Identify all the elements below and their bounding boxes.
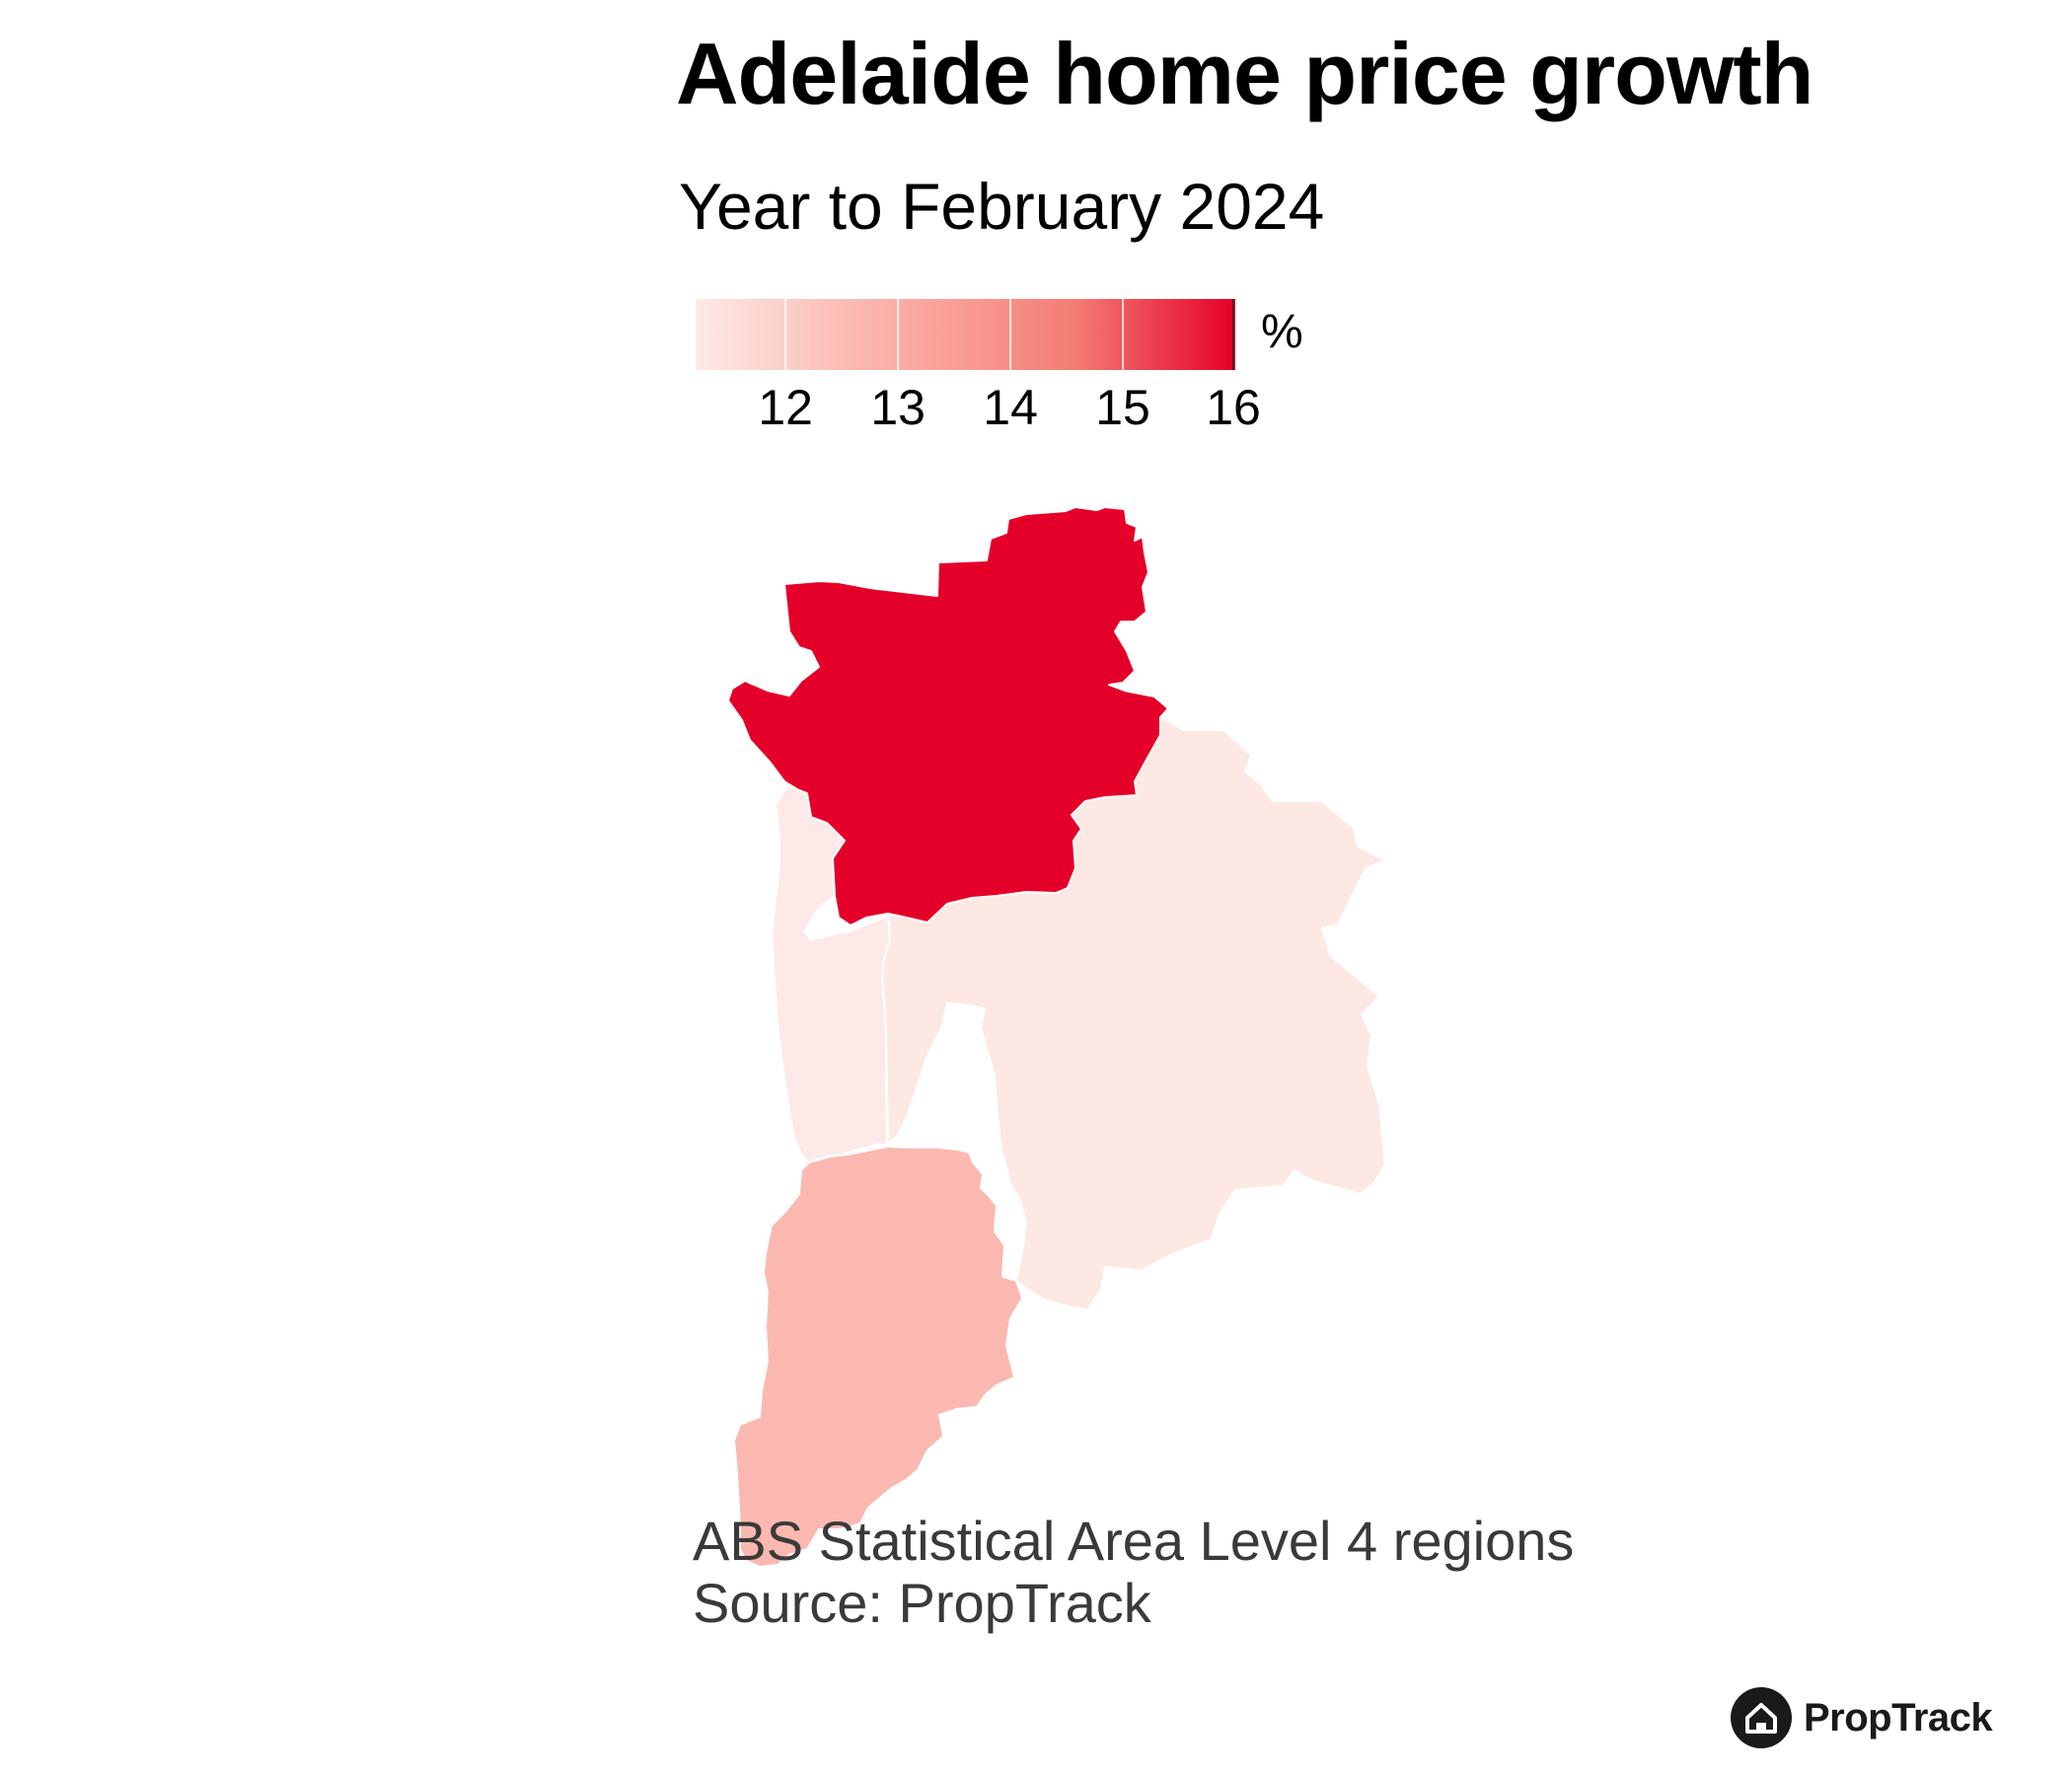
- house-icon: [1731, 1687, 1792, 1748]
- color-legend: 12 13 14 15 16 %: [696, 299, 1303, 435]
- brand-logo: PropTrack: [1731, 1687, 1993, 1748]
- brand-name: PropTrack: [1804, 1695, 1993, 1739]
- legend-tick-label-14: 14: [983, 380, 1038, 435]
- legend-ticks: 12 13 14 15 16: [758, 299, 1261, 435]
- chart-notes: ABS Statistical Area Level 4 regions Sou…: [693, 1510, 1574, 1635]
- region-adelaide-south[interactable]: [733, 1146, 1023, 1568]
- note-source: Source: PropTrack: [693, 1572, 1151, 1635]
- note-region-type: ABS Statistical Area Level 4 regions: [693, 1510, 1575, 1572]
- region-adelaide-west[interactable]: [771, 783, 891, 1163]
- legend-tick-label-15: 15: [1095, 380, 1150, 435]
- region-adelaide-north[interactable]: [727, 506, 1169, 926]
- legend-unit-label: %: [1261, 306, 1303, 358]
- legend-tick-label-16: 16: [1206, 380, 1261, 435]
- chart-title: Adelaide home price growth: [676, 25, 1813, 122]
- legend-tick-label-12: 12: [758, 380, 813, 435]
- chart-subtitle: Year to February 2024: [679, 170, 1325, 243]
- legend-tick-label-13: 13: [870, 380, 925, 435]
